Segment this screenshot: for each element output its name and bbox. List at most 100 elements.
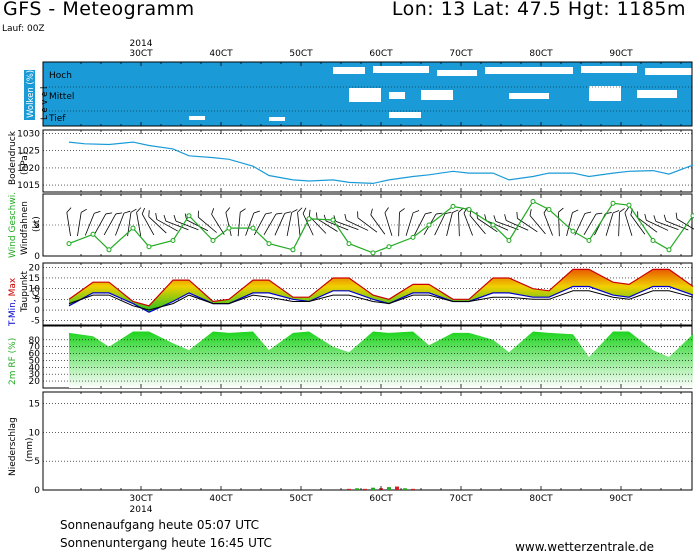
wind-point: [490, 222, 496, 228]
wind-barb: [446, 209, 459, 236]
wind-point: [250, 225, 256, 231]
barb-flag: [612, 210, 620, 214]
barb-flag: [584, 211, 592, 214]
humidity-tick: 60: [29, 350, 41, 360]
wind-barb: [211, 208, 225, 235]
barb-flag: [80, 208, 87, 213]
barb-flag: [173, 214, 177, 222]
barb-flag: [675, 212, 678, 220]
temp-tick: -5: [31, 317, 40, 327]
barb-flag: [384, 207, 389, 214]
level-high-label: Hoch: [49, 71, 72, 81]
wind-barb: [136, 207, 142, 237]
barb-staff: [115, 212, 125, 236]
cloud-patch: [389, 112, 421, 118]
barb-staff: [165, 220, 189, 231]
cloud-patch: [581, 66, 637, 73]
wind-barb: [618, 208, 625, 237]
wind-point: [610, 200, 616, 206]
barb-staff: [543, 212, 553, 236]
cloud-patch: [389, 92, 405, 99]
precip-bar: [355, 488, 359, 490]
barb-flag: [624, 207, 629, 214]
wind-point: [306, 216, 312, 222]
barb-staff: [630, 214, 646, 235]
precip-ylabel: Niederschlag: [8, 417, 18, 476]
barb-staff: [370, 214, 386, 235]
barb-flag: [493, 215, 497, 222]
wind-point: [290, 247, 296, 253]
wind-barb: [605, 210, 620, 236]
level-low-label: Tief: [48, 114, 66, 124]
barb-staff: [646, 219, 669, 231]
temp-tick: 10: [29, 285, 41, 295]
pressure-tick: 1030: [17, 129, 40, 139]
wind-barb: [529, 209, 546, 235]
wind-barb: [302, 207, 314, 236]
barb-staff: [136, 212, 142, 237]
barb-staff: [384, 212, 393, 236]
date-label-bottom: 70CT: [449, 494, 473, 504]
barb-staff: [486, 220, 509, 231]
date-label-bottom: 60CT: [369, 494, 393, 504]
wind-barb: [155, 213, 178, 232]
barb-flag: [141, 207, 146, 215]
barb-flag: [435, 212, 443, 215]
pressure-tick: 1020: [17, 164, 40, 174]
barb-flag: [239, 208, 246, 213]
time-axes: 30CT 30CT 40CT 40CT 50CT 50CT 60CT 60CT 70CT 70CT…: [80, 39, 682, 515]
tmin-label: T-Min,: [8, 296, 18, 327]
wind-point: [546, 207, 552, 212]
temp-tick: 15: [29, 274, 40, 284]
date-label-top: 50CT: [289, 49, 313, 59]
wind-point: [450, 203, 456, 209]
wind-point: [170, 238, 176, 243]
barb-flag: [558, 207, 564, 213]
wind-barb: [653, 215, 679, 230]
barb-flag: [529, 209, 532, 216]
wind-point: [650, 238, 656, 243]
wind-barb: [566, 209, 579, 236]
barb-flag: [663, 214, 667, 222]
barb-flag: [211, 208, 215, 215]
model-run: Lauf: 00Z: [2, 24, 45, 34]
precip-bar: [411, 488, 415, 490]
barb-staff: [506, 220, 529, 231]
wind-point: [90, 231, 96, 237]
pressure-line: [68, 141, 694, 185]
barb-flag: [225, 207, 231, 213]
year-label-top: 2014: [130, 39, 153, 49]
barb-flag: [357, 211, 359, 218]
wind-barb: [370, 208, 386, 235]
wind-barb: [357, 211, 378, 233]
cloud-patch: [349, 88, 381, 102]
wind-barb: [384, 207, 393, 236]
barb-staff: [414, 213, 426, 236]
wind-point: [386, 244, 392, 250]
wind-barb: [274, 211, 291, 236]
wind-barb: [414, 212, 432, 236]
year-label-bottom: 2014: [130, 505, 153, 515]
barb-staff: [84, 213, 95, 236]
humidity-tick: 30: [29, 370, 41, 380]
pressure-tick: 1015: [17, 181, 40, 191]
wind-barb: [624, 207, 633, 236]
barb-staff: [66, 212, 71, 237]
cloud-patch: [189, 116, 205, 120]
barb-flag: [370, 208, 373, 215]
wind-barb: [398, 208, 405, 237]
barb-staff: [605, 212, 614, 236]
date-label-top: 70CT: [449, 49, 473, 59]
barb-staff: [186, 219, 209, 232]
barb-staff: [583, 213, 597, 236]
wind-point: [266, 241, 272, 247]
barb-flag: [425, 212, 432, 215]
wind-point: [346, 241, 352, 247]
barb-staff: [458, 212, 460, 237]
barb-staff: [357, 217, 378, 233]
barb-flag: [308, 209, 311, 217]
humidity-ylabel: 2m RF (%): [8, 338, 18, 385]
tmax-line: [68, 268, 694, 307]
barb-staff: [463, 212, 473, 236]
